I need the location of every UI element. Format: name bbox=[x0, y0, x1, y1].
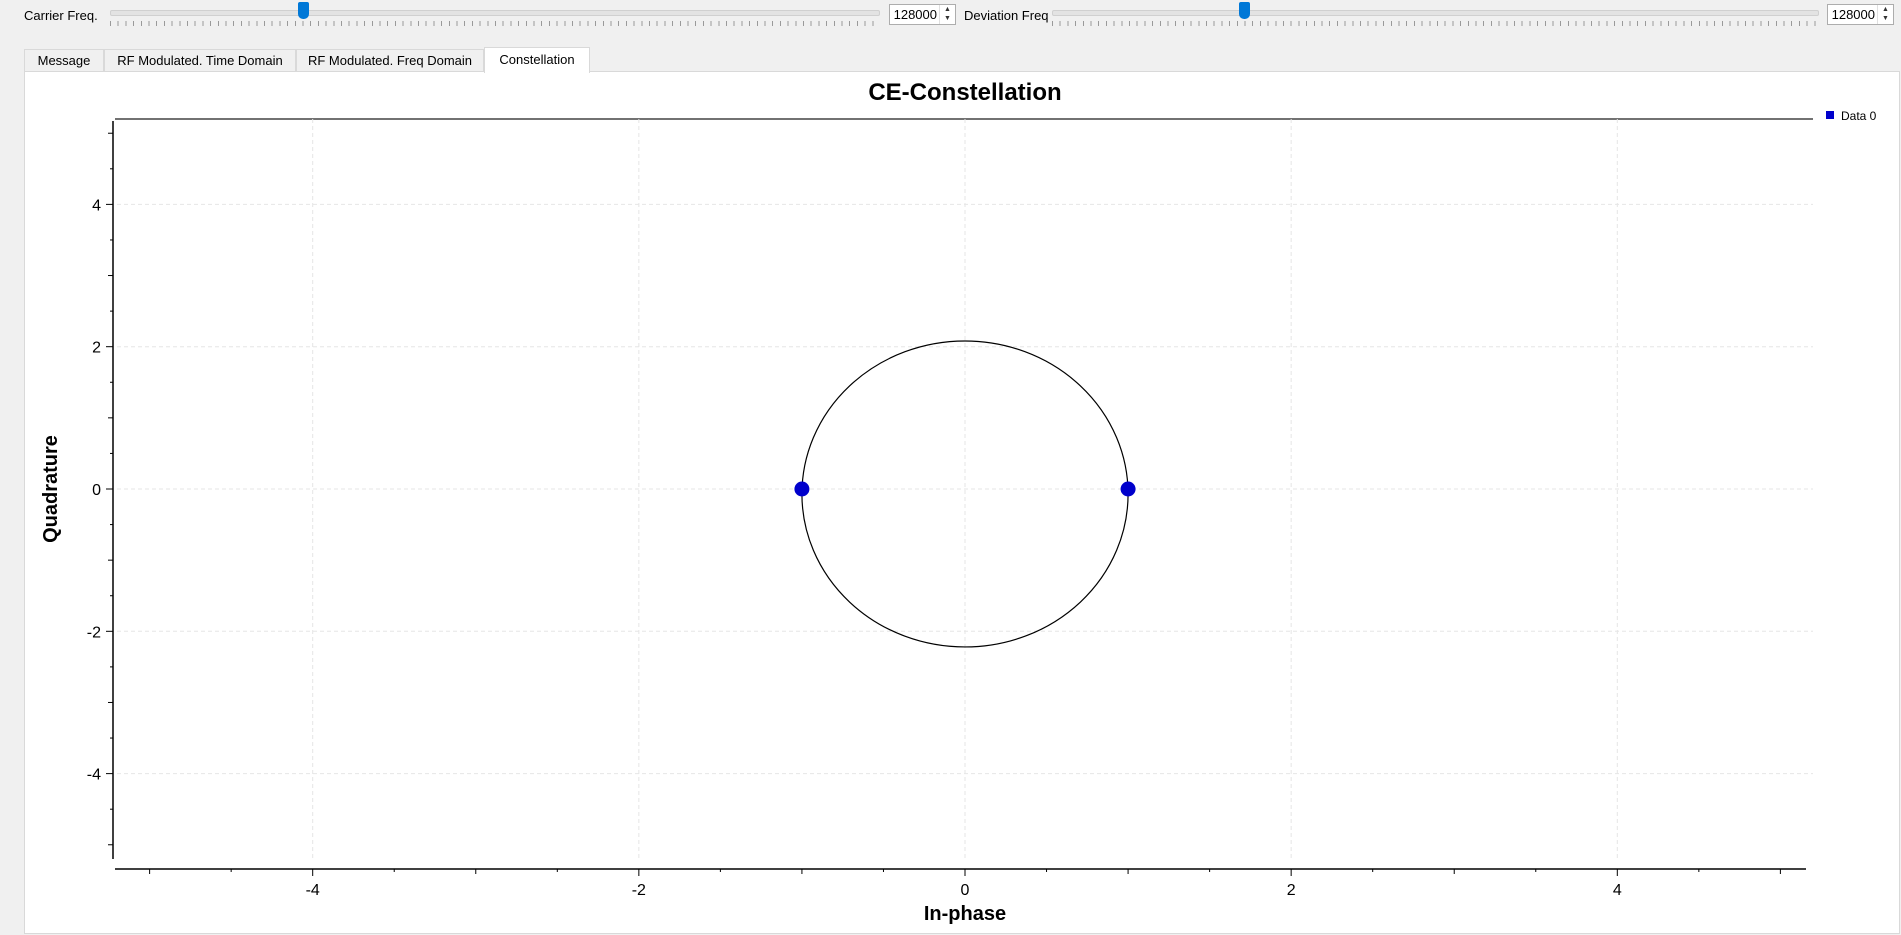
carrier-freq-slider[interactable] bbox=[110, 2, 880, 28]
x-axis-label: In-phase bbox=[924, 903, 1006, 925]
deviation-freq-spinbox[interactable]: 128000 ▲ ▼ bbox=[1827, 4, 1894, 25]
data-point bbox=[1120, 481, 1136, 497]
x-tick-label: 2 bbox=[1287, 882, 1296, 899]
constellation-plot: CE-Constellation -4 -2 0 2 4 4 2 0 -2 -4 In-phase Qu… bbox=[40, 79, 1877, 925]
constellation-panel: CE-Constellation -4 -2 0 2 4 4 2 0 -2 -4 In-phase Qu… bbox=[24, 71, 1900, 934]
carrier-slider-groove bbox=[110, 10, 880, 16]
carrier-freq-value: 128000 bbox=[893, 7, 937, 22]
tab-message[interactable]: Message bbox=[24, 49, 104, 71]
tab-constellation[interactable]: Constellation bbox=[484, 47, 590, 73]
y-tick-label: -2 bbox=[87, 624, 101, 641]
y-tick-label: 4 bbox=[92, 197, 101, 214]
deviation-spin-arrows-icon[interactable]: ▲ ▼ bbox=[1877, 5, 1893, 24]
y-tick-label: -4 bbox=[87, 767, 101, 784]
x-tick-label: 0 bbox=[961, 882, 970, 899]
deviation-slider-handle[interactable] bbox=[1239, 2, 1250, 19]
carrier-freq-label: Carrier Freq. bbox=[24, 8, 98, 23]
carrier-freq-spinbox[interactable]: 128000 ▲ ▼ bbox=[889, 4, 956, 25]
deviation-freq-slider[interactable] bbox=[1052, 2, 1819, 28]
tab-rf-time-domain[interactable]: RF Modulated. Time Domain bbox=[104, 49, 296, 71]
y-tick-label: 0 bbox=[92, 482, 101, 499]
x-tick-label: -4 bbox=[306, 882, 320, 899]
y-tick-label: 2 bbox=[92, 340, 101, 357]
legend-label: Data 0 bbox=[1841, 109, 1877, 123]
x-tick-label: -2 bbox=[632, 882, 646, 899]
legend-swatch bbox=[1826, 111, 1834, 119]
tab-rf-freq-domain[interactable]: RF Modulated. Freq Domain bbox=[296, 49, 484, 71]
y-axis-label: Quadrature bbox=[40, 435, 62, 543]
carrier-slider-handle[interactable] bbox=[298, 2, 309, 19]
chart-title: CE-Constellation bbox=[868, 79, 1061, 106]
deviation-slider-groove bbox=[1052, 10, 1819, 16]
carrier-spin-arrows-icon[interactable]: ▲ ▼ bbox=[939, 5, 955, 24]
x-tick-label: 4 bbox=[1613, 882, 1622, 899]
deviation-slider-ticks bbox=[1052, 21, 1819, 26]
deviation-freq-value: 128000 bbox=[1831, 7, 1875, 22]
data-point bbox=[794, 481, 810, 497]
deviation-freq-label: Deviation Freq bbox=[964, 8, 1049, 23]
carrier-slider-ticks bbox=[110, 21, 880, 26]
